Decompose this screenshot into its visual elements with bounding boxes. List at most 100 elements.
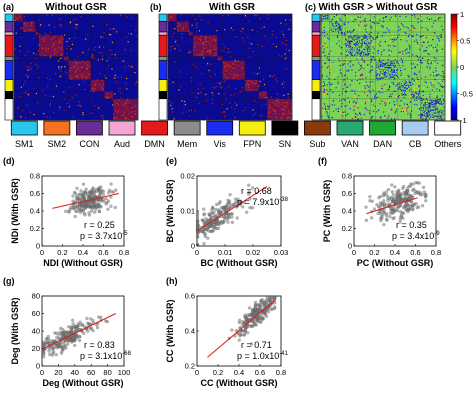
matrix-block-dot [254, 86, 256, 88]
matrix-block-dot [40, 37, 42, 39]
matrix-block-dot [170, 16, 172, 18]
matrix-speckle [437, 17, 440, 19]
matrix-speckle [373, 22, 376, 24]
matrix-block-dot [81, 69, 83, 71]
matrix-block-dot [85, 78, 87, 80]
matrix-block-dot [54, 42, 56, 44]
fit-line [52, 192, 119, 209]
scatter-point [85, 316, 89, 321]
matrix-block-dot [201, 51, 203, 53]
matrix-speckle [340, 19, 342, 21]
scatter-point [411, 208, 415, 212]
matrix-block-dot [384, 69, 386, 71]
scatter-point [62, 343, 66, 347]
matrix-block-dot [352, 39, 354, 41]
matrix-block-dot [82, 60, 84, 62]
network-strip-segment [311, 98, 321, 121]
matrix-speckle [87, 33, 89, 35]
matrix-speckle [400, 110, 403, 113]
matrix-speckle [129, 66, 131, 68]
matrix-block-dot [225, 70, 227, 72]
scatter-point [69, 326, 73, 330]
matrix-speckle [91, 53, 93, 56]
matrix-speckle [359, 78, 361, 80]
matrix-speckle [440, 85, 443, 88]
matrix-block-dot [425, 101, 427, 103]
matrix-speckle [402, 110, 405, 112]
scatter-point [71, 194, 75, 198]
matrix-speckle [420, 35, 423, 38]
matrix-block-dot [49, 54, 51, 56]
network-strip-segment [4, 34, 14, 57]
matrix-block-dot [404, 87, 406, 89]
matrix-speckle [441, 86, 444, 88]
matrix-speckle [256, 14, 258, 16]
matrix-block-dot [340, 28, 342, 30]
matrix-block-dot [51, 35, 53, 37]
matrix-speckle [247, 36, 249, 38]
matrix-block-dot [222, 61, 224, 63]
matrix-speckle [390, 67, 392, 69]
scatter-point [104, 196, 108, 201]
matrix-speckle [429, 66, 431, 68]
matrix-speckle [249, 42, 251, 44]
matrix-block-dot [412, 97, 414, 99]
matrix-speckle [409, 29, 411, 31]
matrix-speckle [426, 17, 428, 19]
scatter-point [73, 343, 77, 348]
x-tick-label: 0 [195, 368, 199, 377]
matrix-speckle [374, 96, 376, 98]
matrix-block-dot [55, 38, 57, 40]
matrix-speckle [360, 21, 362, 23]
matrix-block-dot [88, 73, 90, 75]
matrix-block-dot [356, 54, 358, 56]
matrix-speckle [441, 95, 443, 97]
legend-label: SM2 [48, 139, 67, 149]
matrix-speckle [399, 67, 401, 69]
matrix-block-dot [406, 88, 408, 90]
matrix-speckle [403, 96, 405, 98]
matrix-block-dot [375, 77, 377, 79]
legend-label: Aud [114, 139, 130, 149]
matrix-speckle [289, 19, 291, 21]
network-legend: SM1 SM2 CON Aud DMN Mem Vis FPN SN Sub VAN DAN CB Oth… [10, 120, 462, 149]
matrix-block-dot [199, 39, 201, 41]
matrix-block-dot [424, 111, 426, 113]
matrix-block-dot [59, 40, 61, 42]
matrix-speckle [375, 104, 377, 106]
matrix-speckle [384, 21, 387, 23]
matrix-speckle [26, 104, 28, 106]
matrix-speckle [379, 45, 381, 47]
matrix-block-dot [59, 52, 61, 54]
matrix-block-dot [337, 23, 339, 25]
matrix-block-dot [422, 115, 424, 117]
matrix-speckle [283, 94, 285, 97]
matrix-block-dot [30, 22, 32, 24]
matrix-block-dot [284, 116, 286, 118]
matrix-speckle [18, 106, 20, 109]
matrix-block-dot [206, 41, 208, 43]
matrix-speckle [391, 108, 393, 110]
matrix-speckle [409, 56, 411, 58]
matrix-block-dot [347, 49, 349, 51]
matrix-speckle [50, 31, 52, 33]
matrix-speckle [433, 32, 435, 34]
matrix-speckle [327, 56, 329, 58]
matrix-block-dot [393, 65, 395, 67]
matrix-block-dot [274, 105, 276, 107]
matrix-block [38, 35, 64, 57]
matrix-block-dot [386, 75, 388, 77]
legend-swatch [141, 120, 168, 136]
matrix-speckle [390, 95, 393, 98]
matrix-block-dot [351, 49, 353, 51]
matrix-speckle [441, 65, 443, 67]
matrix-speckle [390, 109, 392, 111]
matrix-speckle [108, 57, 111, 59]
matrix-speckle [398, 64, 401, 66]
matrix-speckle [415, 39, 417, 41]
matrix-speckle [60, 57, 62, 60]
matrix-speckle [223, 111, 225, 113]
matrix-block-dot [327, 18, 329, 20]
matrix-speckle [328, 67, 330, 69]
scatter-point [195, 211, 200, 215]
